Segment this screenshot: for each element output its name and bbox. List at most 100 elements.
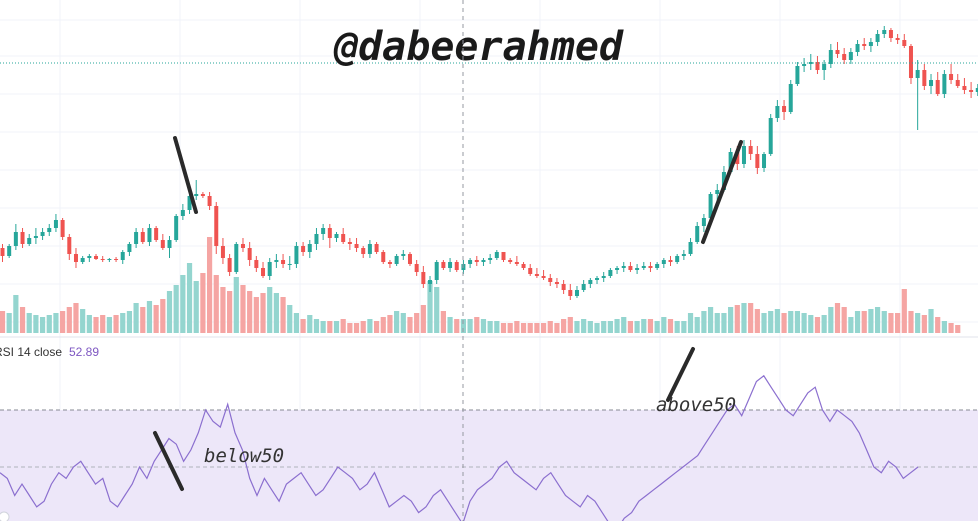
candle-body-7: [47, 228, 51, 232]
volume-bar-100: [668, 319, 673, 333]
volume-bar-71: [474, 317, 479, 333]
volume-bar-113: [755, 309, 760, 333]
volume-bar-96: [641, 319, 646, 333]
candle-body-39: [261, 268, 265, 276]
candle-body-135: [902, 40, 906, 46]
volume-bar-77: [514, 321, 519, 333]
volume-bar-91: [608, 321, 613, 333]
candle-body-138: [922, 70, 926, 86]
volume-bar-36: [240, 285, 245, 333]
candle-body-5: [34, 236, 38, 238]
candle-body-64: [428, 280, 432, 284]
candle-body-32: [214, 206, 218, 246]
volume-bar-130: [868, 309, 873, 333]
candle-body-134: [896, 38, 900, 40]
candle-body-20: [134, 232, 138, 244]
volume-bar-56: [374, 321, 379, 333]
volume-bar-135: [902, 289, 907, 333]
volume-bar-38: [254, 297, 259, 333]
candle-body-61: [408, 254, 412, 264]
volume-bar-131: [875, 307, 880, 333]
candle-body-47: [314, 234, 318, 244]
candle-body-98: [655, 264, 659, 268]
volume-bar-88: [588, 321, 593, 333]
candle-body-36: [241, 244, 245, 248]
candle-body-120: [802, 64, 806, 66]
candle-body-104: [695, 226, 699, 242]
volume-bar-55: [367, 319, 372, 333]
volume-bar-74: [494, 321, 499, 333]
volume-bar-28: [187, 263, 192, 333]
volume-bar-122: [815, 317, 820, 333]
volume-bar-5: [33, 315, 38, 333]
volume-bar-136: [908, 311, 913, 333]
candle-body-55: [368, 244, 372, 254]
volume-bar-142: [948, 323, 953, 333]
volume-bar-19: [127, 311, 132, 333]
volume-bar-54: [361, 321, 366, 333]
volume-bar-118: [788, 311, 793, 333]
volume-bar-24: [160, 299, 165, 333]
candle-body-10: [67, 237, 71, 254]
candle-body-44: [294, 246, 298, 264]
trendline-price-up[interactable]: [703, 142, 741, 242]
volume-bar-133: [888, 313, 893, 333]
candle-body-100: [669, 260, 673, 262]
volume-bar-7: [47, 315, 52, 333]
volume-bar-81: [541, 323, 546, 333]
volume-bar-97: [648, 319, 653, 333]
candle-body-19: [127, 244, 131, 252]
volume-bar-103: [688, 313, 693, 333]
trendline-price-down[interactable]: [175, 138, 196, 212]
candle-body-43: [288, 264, 292, 265]
candle-body-71: [475, 260, 479, 262]
volume-bar-141: [942, 321, 947, 333]
candle-body-65: [435, 262, 439, 280]
annotation-above50[interactable]: above50: [656, 394, 736, 416]
corner-handle[interactable]: [0, 512, 9, 521]
candle-body-83: [555, 282, 559, 284]
candle-body-35: [234, 244, 238, 272]
annotation-below50[interactable]: below50: [204, 445, 284, 467]
volume-bar-107: [715, 313, 720, 333]
volume-bar-50: [334, 321, 339, 333]
candle-body-80: [535, 274, 539, 276]
candle-body-49: [328, 228, 332, 238]
volume-bar-143: [955, 325, 960, 333]
candle-body-126: [842, 54, 846, 60]
volume-bar-140: [935, 317, 940, 333]
volume-bar-0: [0, 311, 5, 333]
candle-body-67: [448, 262, 452, 268]
candle-body-9: [61, 220, 65, 237]
volume-bar-110: [735, 305, 740, 333]
candle-body-90: [602, 276, 606, 278]
volume-bar-114: [761, 313, 766, 333]
volume-bar-12: [80, 309, 85, 333]
volume-bar-34: [227, 291, 232, 333]
candle-body-13: [87, 256, 91, 258]
volume-bar-15: [100, 315, 105, 333]
volume-bar-78: [521, 323, 526, 333]
watermark-text: @dabeerahmed: [333, 24, 624, 70]
candle-body-101: [675, 256, 679, 262]
candle-body-22: [147, 228, 151, 242]
volume-bar-43: [287, 305, 292, 333]
volume-bar-123: [822, 315, 827, 333]
candle-body-48: [321, 228, 325, 234]
volume-bar-27: [180, 275, 185, 333]
volume-bar-68: [454, 319, 459, 333]
candle-body-37: [248, 248, 252, 260]
volume-bar-32: [214, 275, 219, 333]
candle-body-123: [822, 64, 826, 70]
volume-bar-10: [67, 307, 72, 333]
candle-body-130: [869, 42, 873, 46]
candle-body-74: [495, 252, 499, 258]
rsi-label[interactable]: RSI 14 close: [0, 345, 62, 359]
candle-body-131: [876, 34, 880, 42]
trendline-rsi-up[interactable]: [668, 349, 693, 400]
candle-body-27: [181, 210, 185, 216]
candle-body-17: [114, 259, 118, 260]
volume-bar-120: [802, 313, 807, 333]
